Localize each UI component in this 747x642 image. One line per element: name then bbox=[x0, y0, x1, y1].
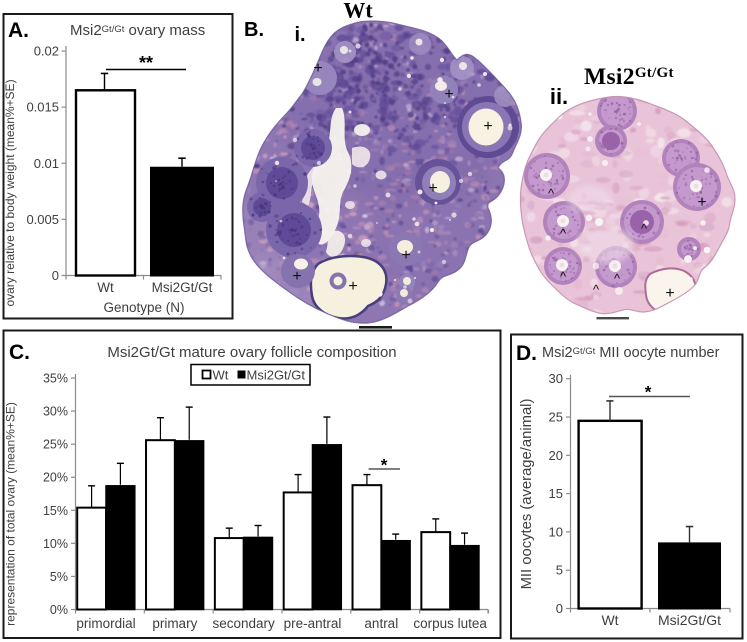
svg-text:0.015: 0.015 bbox=[26, 100, 59, 115]
svg-text:*: * bbox=[645, 383, 652, 402]
svg-text:primary: primary bbox=[152, 616, 197, 631]
svg-text:primordial: primordial bbox=[76, 616, 135, 631]
svg-text:Msi2Gt/Gt: Msi2Gt/Gt bbox=[152, 280, 213, 295]
svg-text:5: 5 bbox=[556, 563, 563, 578]
svg-text:+: + bbox=[665, 285, 674, 302]
svg-text:representation of total ovary: representation of total ovary (mean%+SE) bbox=[4, 402, 18, 626]
svg-text:Wt: Wt bbox=[343, 0, 373, 23]
svg-text:antral: antral bbox=[364, 616, 398, 631]
svg-text:+: + bbox=[483, 118, 492, 135]
svg-text:^: ^ bbox=[560, 226, 567, 241]
svg-text:B.: B. bbox=[244, 19, 264, 41]
svg-text:0.01: 0.01 bbox=[34, 156, 59, 171]
svg-text:20%: 20% bbox=[43, 471, 68, 485]
svg-text:pre-antral: pre-antral bbox=[284, 616, 342, 631]
svg-text:^: ^ bbox=[548, 186, 555, 201]
svg-text:+: + bbox=[348, 278, 357, 295]
svg-text:0: 0 bbox=[52, 268, 59, 283]
svg-text:+: + bbox=[697, 194, 706, 211]
svg-text:5%: 5% bbox=[50, 570, 68, 584]
svg-text:10: 10 bbox=[549, 524, 563, 539]
svg-text:Wt: Wt bbox=[601, 612, 618, 628]
svg-text:*: * bbox=[381, 456, 388, 475]
svg-text:Msi2Gt/Gt mature ovary follicl: Msi2Gt/Gt mature ovary follicle composit… bbox=[107, 344, 396, 361]
svg-text:^: ^ bbox=[641, 221, 648, 236]
svg-text:A.: A. bbox=[8, 19, 29, 42]
svg-text:^: ^ bbox=[593, 282, 600, 297]
svg-text:0.005: 0.005 bbox=[26, 212, 59, 227]
svg-text:C.: C. bbox=[9, 341, 30, 364]
svg-text:^: ^ bbox=[614, 271, 621, 286]
svg-text:+: + bbox=[428, 180, 437, 197]
svg-text:ovary relative to body weight: ovary relative to body weight (mean%+SE) bbox=[3, 79, 17, 306]
svg-text:ii.: ii. bbox=[550, 84, 568, 109]
svg-text:25%: 25% bbox=[43, 438, 68, 452]
svg-text:30%: 30% bbox=[43, 405, 68, 419]
svg-text:Msi2Gt/Gt ovary mass: Msi2Gt/Gt ovary mass bbox=[70, 22, 205, 39]
svg-text:15%: 15% bbox=[43, 504, 68, 518]
svg-text:^: ^ bbox=[560, 269, 567, 284]
svg-text:+: + bbox=[313, 60, 322, 77]
svg-text:MII oocytes (average/animal): MII oocytes (average/animal) bbox=[519, 399, 535, 590]
svg-text:0%: 0% bbox=[50, 603, 68, 617]
svg-text:**: ** bbox=[139, 53, 153, 73]
svg-text:Msi2Gt/Gt MII oocyte number: Msi2Gt/Gt MII oocyte number bbox=[542, 345, 720, 361]
svg-text:0: 0 bbox=[556, 601, 563, 616]
svg-text:0.02: 0.02 bbox=[34, 44, 59, 59]
svg-text:10%: 10% bbox=[43, 537, 68, 551]
svg-text:30: 30 bbox=[549, 371, 563, 386]
svg-text:Msi2Gt/Gt: Msi2Gt/Gt bbox=[247, 368, 306, 383]
svg-text:Wt: Wt bbox=[213, 368, 229, 383]
svg-text:25: 25 bbox=[549, 410, 563, 425]
svg-text:35%: 35% bbox=[43, 372, 68, 386]
svg-text:Genotype (N): Genotype (N) bbox=[103, 300, 184, 315]
svg-text:15: 15 bbox=[549, 486, 563, 501]
svg-text:+: + bbox=[401, 247, 410, 264]
svg-text:secondary: secondary bbox=[213, 616, 276, 631]
svg-text:Msi2Gt/Gt: Msi2Gt/Gt bbox=[658, 612, 721, 628]
svg-text:Wt: Wt bbox=[97, 280, 114, 295]
svg-text:i.: i. bbox=[294, 24, 305, 46]
svg-text:corpus lutea: corpus lutea bbox=[413, 616, 487, 631]
svg-text:+: + bbox=[292, 268, 301, 285]
svg-text:+: + bbox=[444, 86, 453, 103]
svg-text:D.: D. bbox=[516, 342, 537, 365]
svg-text:20: 20 bbox=[549, 448, 563, 463]
